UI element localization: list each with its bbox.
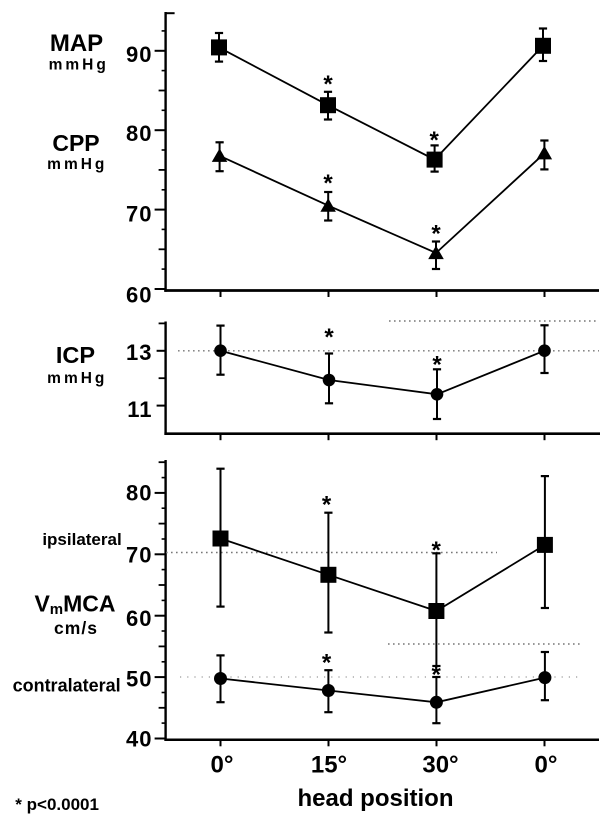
svg-text:head position: head position [298,785,454,812]
svg-text:contralateral: contralateral [13,676,121,696]
svg-text:*: * [432,661,442,688]
svg-text:40: 40 [126,727,152,752]
svg-text:cm/s: cm/s [54,618,98,638]
svg-text:*: * [431,221,441,248]
svg-text:*: * [323,71,333,98]
svg-text:70: 70 [126,543,152,568]
svg-text:*: * [432,352,442,379]
svg-text:*: * [322,492,332,519]
svg-text:mmHg: mmHg [49,57,109,74]
svg-text:mmHg: mmHg [47,370,107,387]
svg-text:MAP: MAP [50,30,103,57]
svg-text:*: * [322,650,332,677]
svg-text:VmMCA: VmMCA [34,591,115,619]
svg-text:ICP: ICP [56,342,95,368]
svg-text:15°: 15° [311,752,347,779]
svg-text:30°: 30° [422,752,458,779]
svg-text:mmHg: mmHg [47,156,107,173]
svg-text:60: 60 [126,606,152,631]
svg-text:80: 80 [126,481,152,506]
svg-text:90: 90 [126,42,152,67]
svg-text:*: * [324,324,334,351]
svg-text:*: * [323,170,333,197]
svg-text:CPP: CPP [52,130,99,156]
svg-text:11: 11 [127,397,152,422]
svg-text:50: 50 [126,667,152,692]
svg-text:* p<0.0001: * p<0.0001 [15,795,99,814]
svg-text:ipsilateral: ipsilateral [42,530,121,549]
svg-text:0°: 0° [535,752,558,779]
svg-text:13: 13 [126,340,152,365]
svg-text:70: 70 [126,202,152,227]
svg-text:*: * [430,127,440,154]
svg-text:0°: 0° [211,752,234,779]
svg-text:60: 60 [126,283,152,308]
svg-text:80: 80 [126,121,152,146]
svg-text:*: * [432,537,442,564]
